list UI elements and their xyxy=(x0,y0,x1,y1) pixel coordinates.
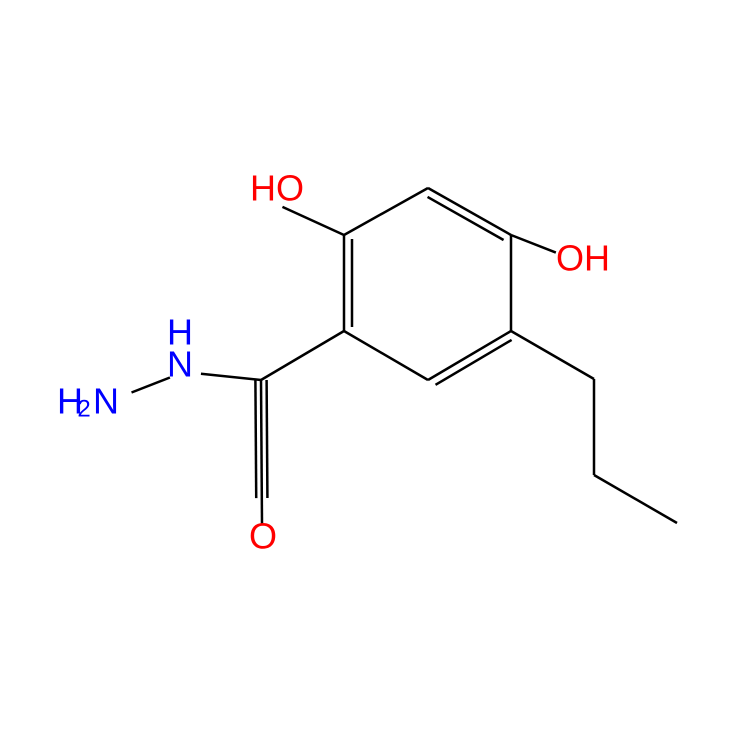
svg-text:OH: OH xyxy=(556,238,610,279)
svg-text:O: O xyxy=(249,516,277,557)
svg-text:2: 2 xyxy=(77,396,90,423)
svg-text:N: N xyxy=(93,381,119,422)
molecule-diagram: HOOHHNH2NO xyxy=(0,0,750,750)
svg-text:HO: HO xyxy=(250,168,304,209)
svg-text:N: N xyxy=(167,344,193,385)
